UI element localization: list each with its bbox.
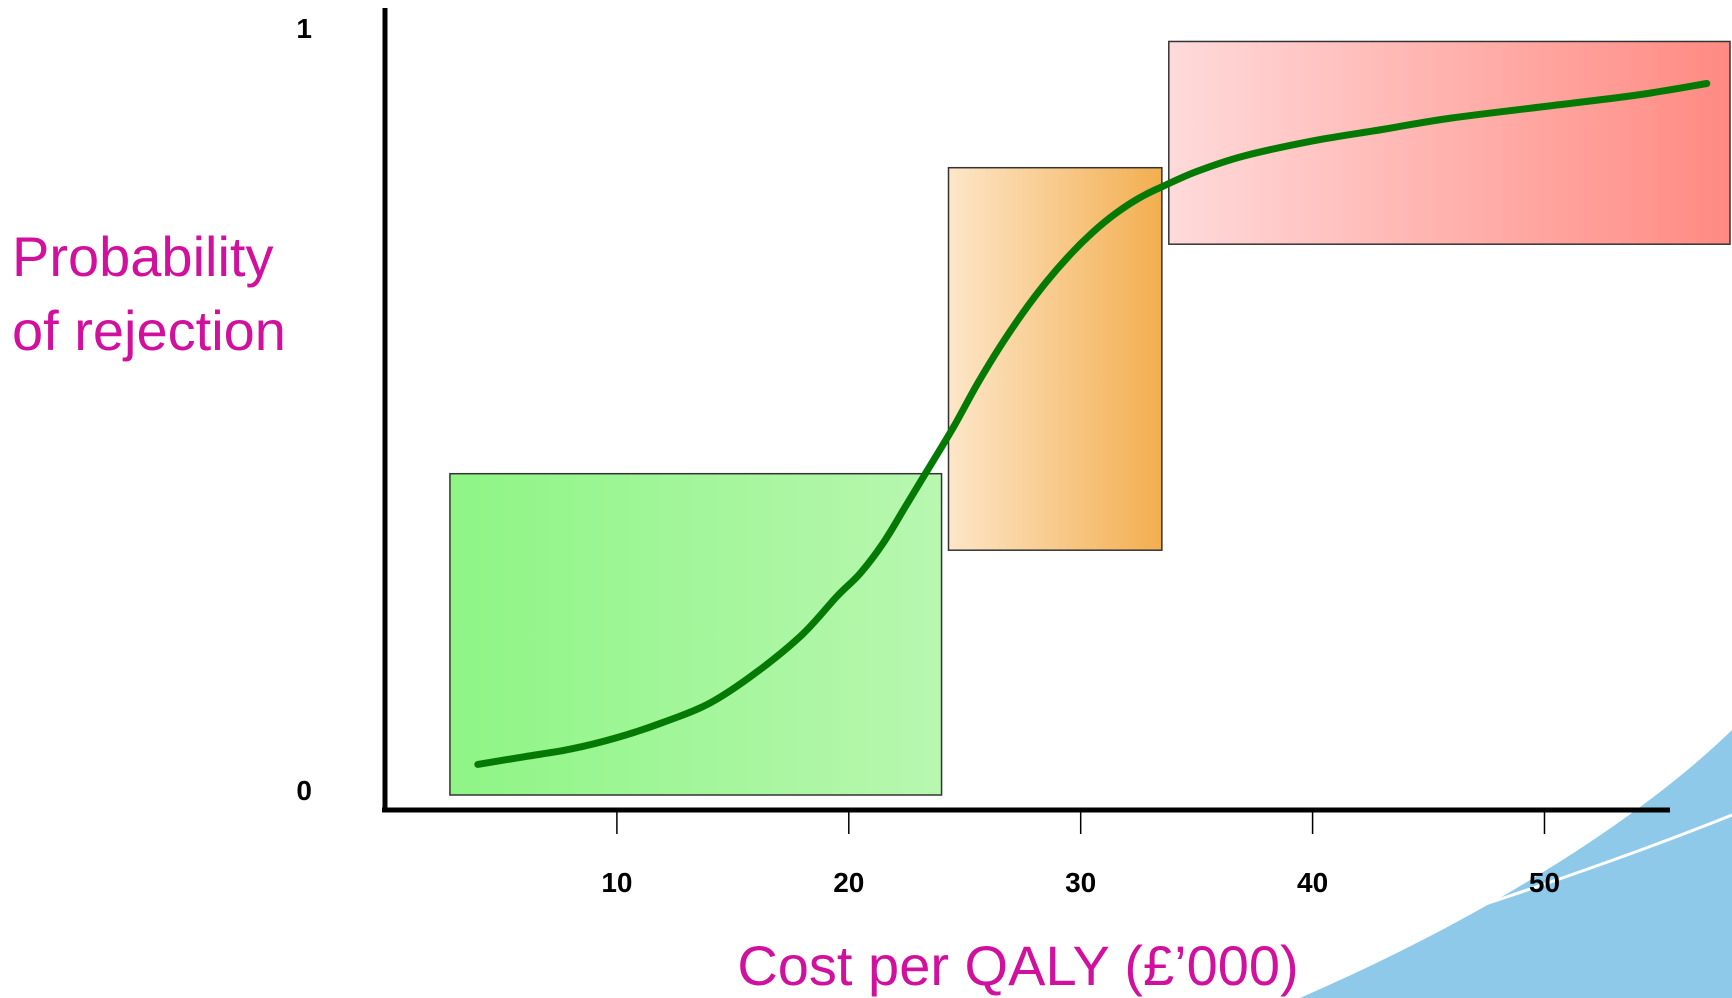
decorative-swoosh-line: [1179, 813, 1732, 998]
y-tick-label-min: 0: [296, 775, 312, 806]
y-axis-title-line-2: of rejection: [12, 299, 286, 362]
x-tick-label: 40: [1297, 867, 1328, 898]
x-tick-label: 10: [601, 867, 632, 898]
x-tick-label: 30: [1065, 867, 1096, 898]
y-axis-title: Probability of rejection: [12, 225, 289, 362]
x-tick-label: 50: [1529, 867, 1560, 898]
region-low-cost: [449, 472, 943, 796]
x-tick-label: 20: [833, 867, 864, 898]
decorative-swoosh: [1300, 730, 1732, 998]
x-axis-title: Cost per QALY (£’000): [737, 934, 1298, 997]
regions-layer: [449, 40, 1731, 796]
region-high-cost: [1168, 40, 1731, 245]
y-tick-label-max: 1: [296, 13, 312, 44]
region-mid-cost: [947, 166, 1163, 551]
y-axis-title-line-1: Probability: [12, 225, 273, 288]
rejection-probability-curve: [474, 80, 1711, 768]
x-ticks-layer: 10 20 30 40 50: [601, 812, 1560, 898]
